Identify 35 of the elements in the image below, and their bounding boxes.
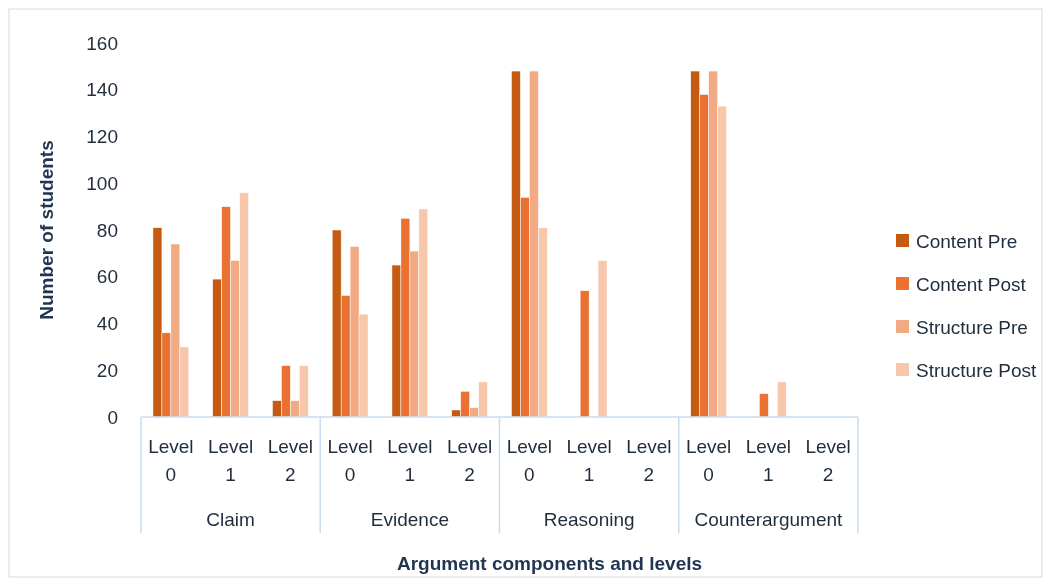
text: Counterargument — [694, 509, 844, 530]
y-axis-title: Number of students — [36, 140, 57, 320]
y-tick-label: 100 — [86, 172, 118, 194]
x-tick-label: Level 0 — [685, 436, 732, 485]
x-tick-label: Level 0 — [506, 436, 553, 485]
y-tick-label: 120 — [86, 126, 118, 148]
text: Evidence — [370, 509, 449, 530]
x-tick-label: Level 2 — [446, 436, 493, 485]
y-tick-label: 140 — [86, 79, 118, 101]
text: Reasoning — [543, 509, 635, 530]
y-tick-label: 160 — [86, 32, 118, 54]
bar — [777, 381, 787, 418]
x-tick-label: Level 2 — [267, 436, 314, 485]
x-tick-label: Level 1 — [387, 436, 433, 485]
x-tick-label: Level 1 — [207, 436, 254, 485]
x-tick-label: Level 2 — [805, 436, 851, 485]
bar — [579, 290, 590, 418]
x-axis-title: Argument components and levels — [396, 553, 703, 574]
x-tick-label: Level 1 — [566, 436, 612, 485]
bar — [759, 393, 769, 418]
y-tick-label: 60 — [96, 266, 118, 288]
x-tick-label: Level 1 — [745, 436, 792, 485]
text: Claim — [206, 509, 255, 530]
y-tick-label: 80 — [96, 219, 118, 241]
y-tick-label: 0 — [107, 406, 118, 428]
x-tick-label: Level 2 — [626, 436, 672, 485]
y-tick-label: 40 — [96, 313, 118, 335]
legend-label: Structure Post — [916, 359, 1038, 381]
legend-label: Content Pre — [916, 230, 1018, 252]
legend-label: Content Post — [916, 273, 1027, 295]
x-tick-label: Level 0 — [327, 436, 373, 485]
x-tick-label: Level 0 — [148, 436, 194, 485]
bar — [597, 260, 608, 418]
legend-label: Structure Pre — [916, 316, 1028, 338]
y-tick-label: 20 — [96, 359, 118, 381]
